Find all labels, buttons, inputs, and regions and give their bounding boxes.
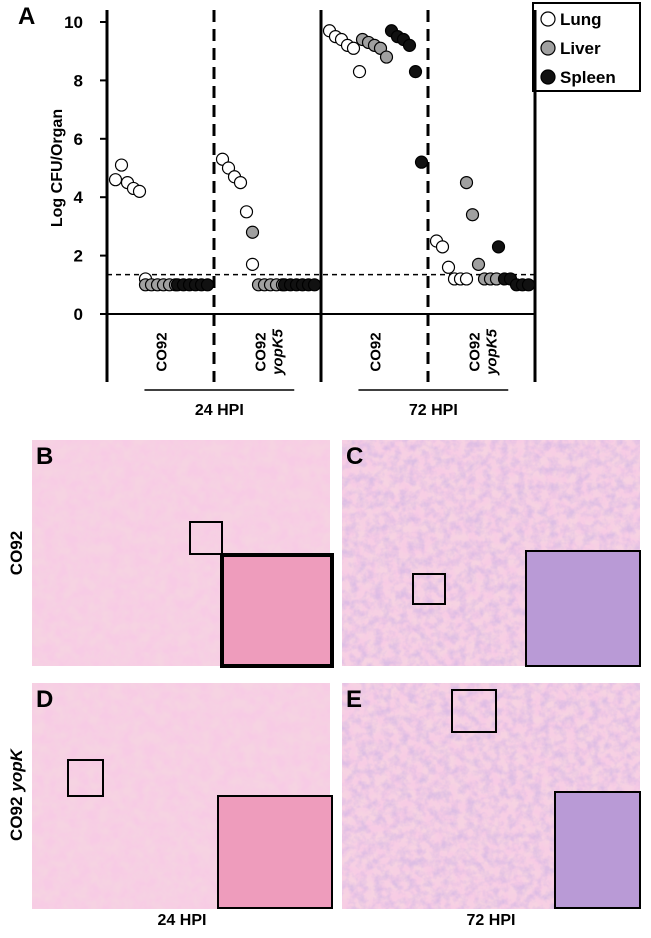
legend-label: Liver [560,39,601,58]
data-point [491,240,506,254]
panel-label: E [346,686,362,713]
group-label: 24 HPI [195,402,244,419]
x-tick-label: CO92 [368,332,385,371]
row-label: CO92 yopK [7,747,26,841]
y-tick-label: 6 [74,130,83,149]
column-label: 72 HPI [467,912,516,929]
data-point [245,225,260,239]
legend-marker [540,40,556,56]
zoom-box [451,689,497,733]
data-point [459,272,474,286]
histology-panels: B C D E CO92 CO92 yopK 24 HPI 72 HPI [7,440,641,929]
panel-label: C [346,443,363,470]
legend-marker [540,69,556,85]
x-tick-label: yopK5 [484,328,501,376]
data-point [132,184,147,198]
y-tick-label: 10 [64,13,83,32]
data-point [471,257,486,271]
inset-image [525,550,641,667]
data-point [233,176,248,190]
legend-box [532,2,641,92]
group-label: 72 HPI [409,402,458,419]
legend-marker [540,11,556,27]
data-point [200,278,215,292]
inset-image [217,795,333,909]
data-point [465,208,480,222]
x-tick-label: CO92 [154,332,171,371]
data-point [441,260,456,274]
row-label-part: yopK [7,747,26,792]
y-tick-label: 8 [74,71,83,90]
data-point [346,41,361,55]
row-label: CO92 [7,531,26,575]
y-tick-label: 2 [74,247,83,266]
x-tick-label: yopK5 [270,328,287,376]
row-label-part: CO92 [7,797,26,841]
legend-label: Lung [560,10,602,29]
data-point [108,173,123,187]
zoom-box [189,521,223,555]
data-point [521,278,536,292]
data-point [307,278,322,292]
y-tick-label: 0 [74,305,83,324]
zoom-box [67,759,104,797]
data-point [459,176,474,190]
panel-label: A [18,3,35,30]
x-tick-label: CO92 [467,332,484,371]
data-point [402,38,417,52]
data-point [414,155,429,169]
data-point [245,257,260,271]
zoom-box [412,573,446,605]
data-point [239,205,254,219]
y-axis-label: Log CFU/Organ [49,109,66,227]
data-point [352,65,367,79]
row-label-part: CO92 [7,531,26,575]
panel-label: D [36,686,53,713]
data-point [379,50,394,64]
inset-image [554,791,641,909]
data-point [435,240,450,254]
data-point [408,65,423,79]
y-tick-label: 4 [74,188,84,207]
x-tick-label: CO92 [253,332,270,371]
data-point [114,158,129,172]
column-label: 24 HPI [158,912,207,929]
panel-label: B [36,443,53,470]
legend-label: Spleen [560,68,616,87]
inset-image [220,553,334,668]
